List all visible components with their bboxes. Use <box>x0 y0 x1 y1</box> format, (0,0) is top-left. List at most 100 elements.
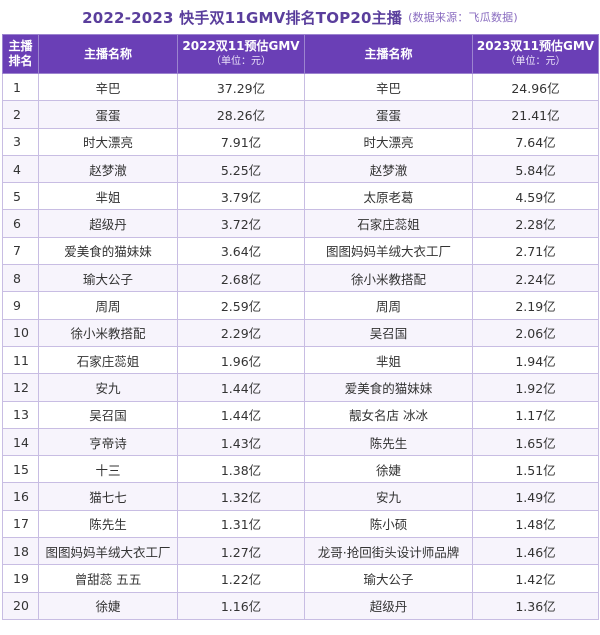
gmv-2022-cell: 3.64亿 <box>177 236 305 266</box>
name-2023-cell: 蛋蛋 <box>304 100 473 129</box>
rank-cell: 4 <box>2 154 39 184</box>
name-2023-cell: 辛巴 <box>304 72 473 102</box>
rank-cell: 13 <box>2 400 39 429</box>
table-row: 6 超级丹 3.72亿 石家庄蕊姐 2.28亿 <box>2 209 599 238</box>
name-2022-cell: 徐婕 <box>38 591 178 620</box>
gmv-2022-cell: 5.25亿 <box>177 154 305 184</box>
table-row: 19 曾甜蕊 五五 1.22亿 瑜大公子 1.42亿 <box>2 564 599 593</box>
name-2022-cell: 爱美食的猫妹妹 <box>38 236 178 266</box>
rank-cell: 20 <box>2 591 39 620</box>
gmv-2022-cell: 37.29亿 <box>177 72 305 102</box>
name-2023-cell: 徐婕 <box>304 455 473 484</box>
name-2022-cell: 赵梦澈 <box>38 154 178 184</box>
name-2022-cell: 芈姐 <box>38 182 178 211</box>
name-2023-cell: 太原老葛 <box>304 182 473 211</box>
rank-cell: 19 <box>2 564 39 593</box>
rank-cell: 12 <box>2 373 39 402</box>
table-row: 12 安九 1.44亿 爱美食的猫妹妹 1.92亿 <box>2 373 599 402</box>
table-row: 7 爱美食的猫妹妹 3.64亿 图图妈妈羊绒大衣工厂 2.71亿 <box>2 236 599 266</box>
rank-cell: 18 <box>2 537 39 566</box>
gmv-2023-cell: 4.59亿 <box>472 182 599 211</box>
gmv-2023-cell: 1.49亿 <box>472 482 599 511</box>
rank-cell: 11 <box>2 345 39 375</box>
header-rank: 主播排名 <box>2 34 39 74</box>
rank-cell: 9 <box>2 291 39 320</box>
table-row: 2 蛋蛋 28.26亿 蛋蛋 21.41亿 <box>2 100 599 129</box>
table-row: 4 赵梦澈 5.25亿 赵梦澈 5.84亿 <box>2 154 599 184</box>
name-2022-cell: 亨帝诗 <box>38 427 178 457</box>
name-2022-cell: 图图妈妈羊绒大衣工厂 <box>38 537 178 566</box>
gmv-2022-cell: 1.44亿 <box>177 373 305 402</box>
name-2023-cell: 图图妈妈羊绒大衣工厂 <box>304 236 473 266</box>
gmv-2022-cell: 1.16亿 <box>177 591 305 620</box>
name-2023-cell: 周周 <box>304 291 473 320</box>
gmv-2022-cell: 3.72亿 <box>177 209 305 238</box>
table-body: 1 辛巴 37.29亿 辛巴 24.96亿 2 蛋蛋 28.26亿 蛋蛋 21.41亿 3 时大漂… <box>2 72 599 620</box>
ranking-table: 主播排名 主播名称 2022双11预估GMV （单位：元） 主播名称 2023双… <box>2 34 599 620</box>
rank-cell: 10 <box>2 318 39 347</box>
header-gmv-2023-label: 2023双11预估GMV <box>476 39 595 53</box>
gmv-2022-cell: 1.27亿 <box>177 537 305 566</box>
gmv-2022-cell: 3.79亿 <box>177 182 305 211</box>
gmv-2022-cell: 1.22亿 <box>177 564 305 593</box>
rank-cell: 5 <box>2 182 39 211</box>
table-row: 11 石家庄蕊姐 1.96亿 芈姐 1.94亿 <box>2 345 599 375</box>
name-2023-cell: 瑜大公子 <box>304 564 473 593</box>
table-row: 1 辛巴 37.29亿 辛巴 24.96亿 <box>2 72 599 102</box>
gmv-2022-cell: 1.32亿 <box>177 482 305 511</box>
gmv-2023-cell: 2.71亿 <box>472 236 599 266</box>
name-2023-cell: 陈小硕 <box>304 509 473 539</box>
gmv-2023-cell: 21.41亿 <box>472 100 599 129</box>
name-2022-cell: 安九 <box>38 373 178 402</box>
table-row: 18 图图妈妈羊绒大衣工厂 1.27亿 龙哥·抢回街头设计师品牌 1.46亿 <box>2 537 599 566</box>
gmv-2023-cell: 1.94亿 <box>472 345 599 375</box>
gmv-2022-cell: 1.31亿 <box>177 509 305 539</box>
name-2022-cell: 猫七七 <box>38 482 178 511</box>
name-2022-cell: 曾甜蕊 五五 <box>38 564 178 593</box>
table-row: 20 徐婕 1.16亿 超级丹 1.36亿 <box>2 591 599 620</box>
name-2023-cell: 芈姐 <box>304 345 473 375</box>
name-2023-cell: 超级丹 <box>304 591 473 620</box>
gmv-2022-cell: 2.29亿 <box>177 318 305 347</box>
table-row: 14 亨帝诗 1.43亿 陈先生 1.65亿 <box>2 427 599 457</box>
gmv-2023-cell: 1.36亿 <box>472 591 599 620</box>
name-2022-cell: 瑜大公子 <box>38 264 178 293</box>
rank-cell: 14 <box>2 427 39 457</box>
gmv-2022-cell: 1.96亿 <box>177 345 305 375</box>
name-2022-cell: 蛋蛋 <box>38 100 178 129</box>
name-2023-cell: 吴召国 <box>304 318 473 347</box>
gmv-2023-cell: 24.96亿 <box>472 72 599 102</box>
rank-cell: 7 <box>2 236 39 266</box>
table-header-row: 主播排名 主播名称 2022双11预估GMV （单位：元） 主播名称 2023双… <box>2 34 599 74</box>
name-2022-cell: 十三 <box>38 455 178 484</box>
gmv-2022-cell: 2.59亿 <box>177 291 305 320</box>
gmv-2023-cell: 7.64亿 <box>472 127 599 156</box>
name-2022-cell: 时大漂亮 <box>38 127 178 156</box>
gmv-2023-cell: 1.17亿 <box>472 400 599 429</box>
table-row: 9 周周 2.59亿 周周 2.19亿 <box>2 291 599 320</box>
page-title: 2022-2023 快手双11GMV排名TOP20主播 <box>82 8 403 27</box>
name-2022-cell: 石家庄蕊姐 <box>38 345 178 375</box>
gmv-2023-cell: 2.28亿 <box>472 209 599 238</box>
header-name-2023: 主播名称 <box>304 34 473 74</box>
name-2023-cell: 安九 <box>304 482 473 511</box>
name-2022-cell: 吴召国 <box>38 400 178 429</box>
gmv-2022-cell: 1.43亿 <box>177 427 305 457</box>
table-row: 13 吴召国 1.44亿 靓女名店 冰冰 1.17亿 <box>2 400 599 429</box>
gmv-2022-cell: 2.68亿 <box>177 264 305 293</box>
gmv-2022-cell: 1.38亿 <box>177 455 305 484</box>
rank-cell: 16 <box>2 482 39 511</box>
gmv-2022-cell: 1.44亿 <box>177 400 305 429</box>
rank-cell: 1 <box>2 72 39 102</box>
header-gmv-2023-unit: （单位：元） <box>505 56 566 67</box>
rank-cell: 15 <box>2 455 39 484</box>
name-2023-cell: 龙哥·抢回街头设计师品牌 <box>304 537 473 566</box>
name-2023-cell: 时大漂亮 <box>304 127 473 156</box>
header-gmv-2022-unit: （单位：元） <box>211 56 271 67</box>
gmv-2023-cell: 2.24亿 <box>472 264 599 293</box>
gmv-2023-cell: 1.51亿 <box>472 455 599 484</box>
gmv-2023-cell: 2.19亿 <box>472 291 599 320</box>
name-2022-cell: 超级丹 <box>38 209 178 238</box>
name-2023-cell: 爱美食的猫妹妹 <box>304 373 473 402</box>
